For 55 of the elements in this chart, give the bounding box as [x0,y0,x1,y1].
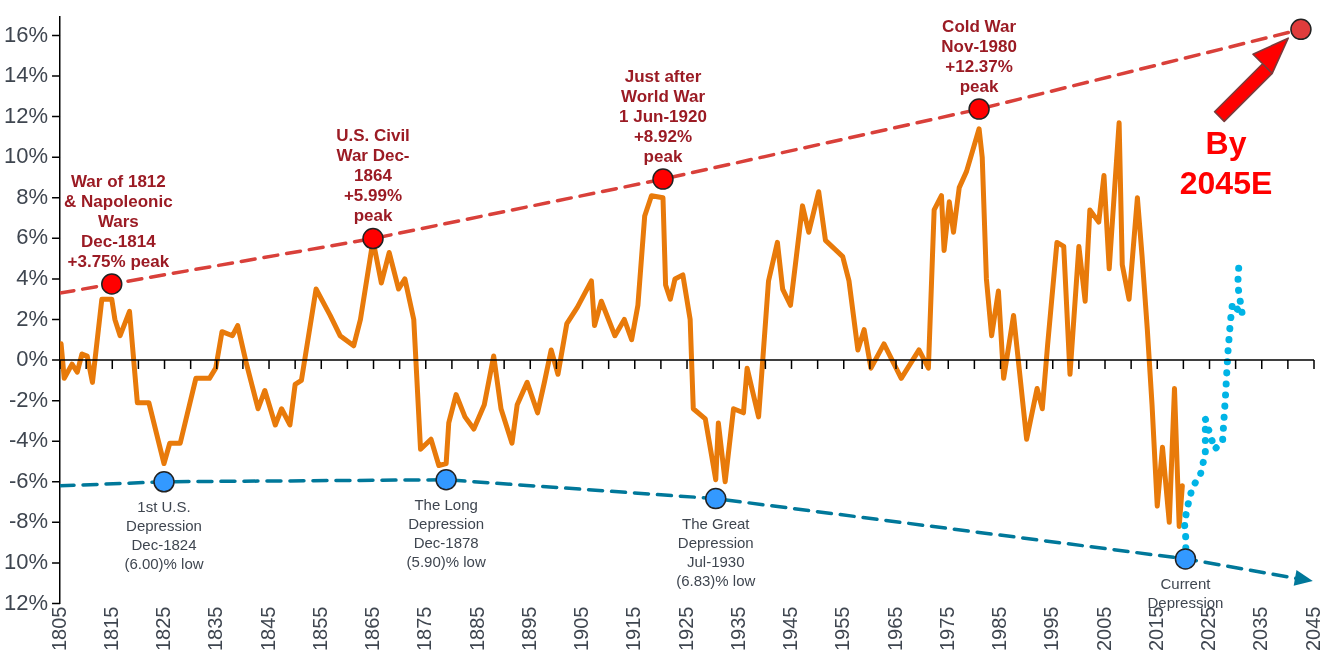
x-tick-label: 1905 [570,606,593,652]
annotation: U.S. Civil War Dec- 1864 +5.99% peak [336,126,410,226]
y-tick-label: 12% [3,102,49,128]
x-tick-label: 1855 [308,606,331,652]
x-tick-label: 1895 [517,606,540,652]
x-tick-label: 1975 [935,606,958,652]
x-tick-label: 2005 [1092,606,1115,652]
x-tick-label: 1845 [256,606,279,652]
x-tick-label: 1875 [413,606,436,652]
point [435,469,457,491]
x-tick-label: 1925 [674,606,697,652]
y-tick-label: 0% [16,346,49,372]
annotation: 1st U.S. Depression Dec-1824 (6.00)% low [124,497,204,572]
x-tick-label: 2035 [1249,606,1272,652]
x-tick-label: 1995 [1040,606,1063,652]
y-tick-label: -6% [8,467,49,493]
y-tick-label: 8% [16,183,49,209]
point [968,98,990,120]
x-tick-label: 1965 [883,606,906,652]
annotation: By 2045E [1179,125,1273,202]
x-tick-label: 1835 [204,606,227,652]
x-tick-label: 1915 [622,606,645,652]
y-tick-label: 10% [3,143,49,169]
y-tick-label: 16% [3,21,49,47]
annotation: The Long Depression Dec-1878 (5.90)% low [406,495,486,570]
x-tick-label: 1985 [988,606,1011,652]
y-tick-label: 4% [16,264,49,290]
annotation: Just after World War 1 Jun-1920 +8.92% peak [619,66,707,166]
x-tick-label: 1805 [47,606,70,652]
point [1174,548,1197,570]
x-tick-label: 1945 [779,606,802,652]
annotation: The Great Depression Jul-1930 (6.83)% low [676,514,756,589]
y-tick-label: 6% [16,224,49,250]
x-tick-label: 1825 [152,606,175,652]
point [1290,18,1312,41]
y-tick-label: -4% [8,427,49,453]
x-tick-label: 1815 [99,606,122,652]
point [652,168,674,190]
point [705,487,727,510]
annotation: Cold War Nov-1980 +12.37% peak [941,16,1017,96]
x-tick-label: 2045 [1301,606,1324,652]
x-tick-label: 1935 [726,606,749,652]
y-tick-label: 14% [3,62,49,88]
y-tick-label: -8% [8,508,49,534]
point [153,471,175,493]
y-tick-label: 12% [3,589,49,615]
x-tick-label: 1885 [465,606,488,652]
annotation: War of 1812 & Napoleonic Wars Dec-1814 +3.75% peak [64,171,173,271]
point [362,227,384,250]
y-tick-label: 2% [16,305,49,331]
y-tick-label: 10% [3,549,49,574]
x-tick-label: 1865 [361,606,384,652]
y-tick-label: -2% [8,386,49,412]
x-tick-label: 1955 [831,606,854,652]
point [101,273,123,295]
